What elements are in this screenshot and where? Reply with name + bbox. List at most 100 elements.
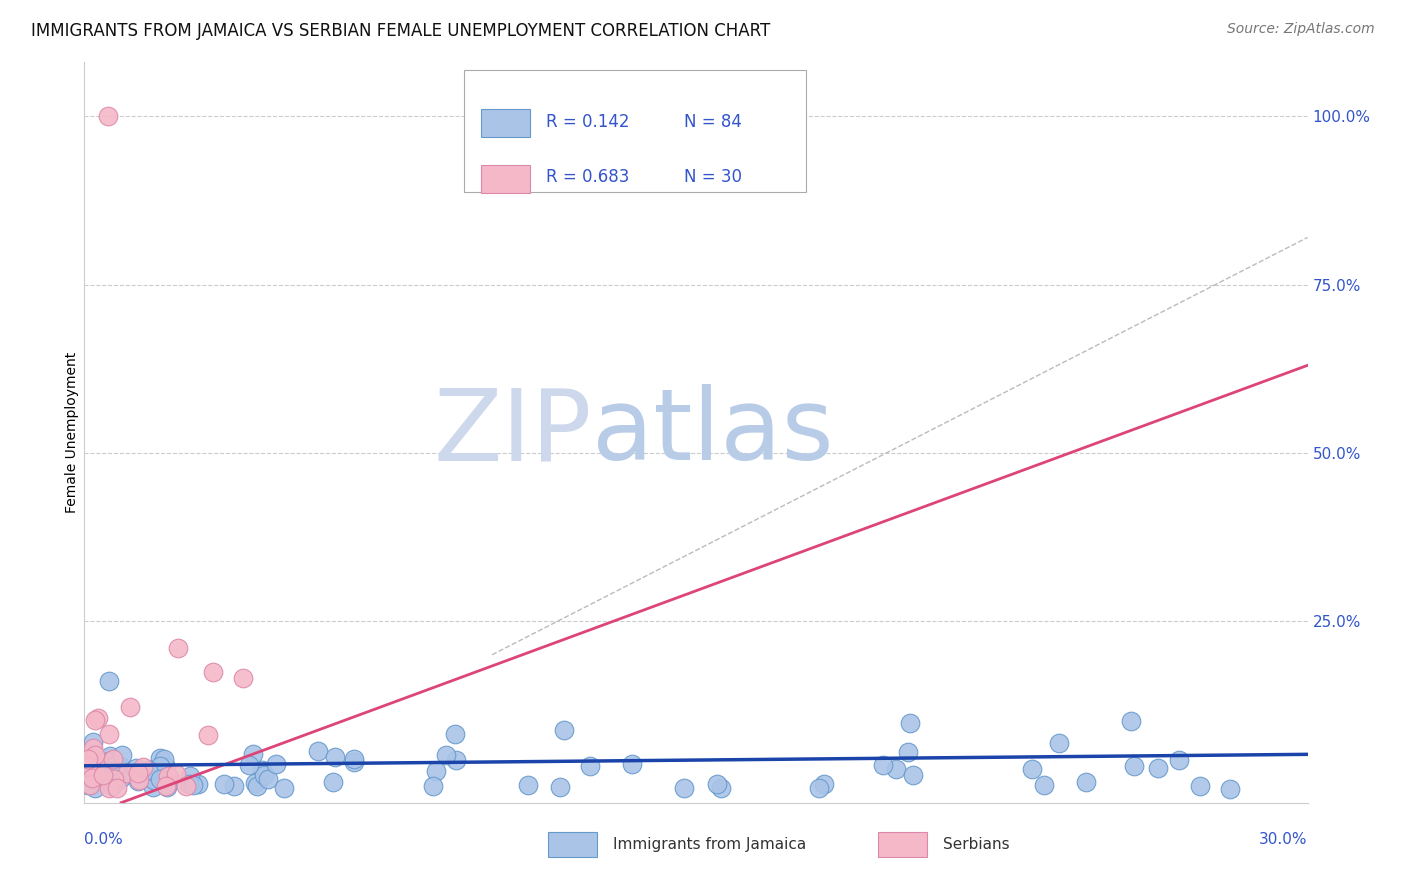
Point bbox=[98, 749, 121, 764]
Point bbox=[252, 763, 274, 777]
Point bbox=[232, 671, 254, 685]
Point bbox=[97, 109, 120, 123]
Point bbox=[1219, 782, 1241, 797]
Point bbox=[238, 757, 260, 772]
Point bbox=[77, 777, 100, 791]
Point bbox=[77, 758, 100, 772]
Point bbox=[77, 752, 100, 766]
Text: R = 0.142: R = 0.142 bbox=[546, 112, 628, 130]
Text: Serbians: Serbians bbox=[943, 837, 1010, 852]
Point bbox=[901, 768, 924, 782]
Point bbox=[127, 774, 149, 789]
Point bbox=[139, 763, 162, 777]
Point bbox=[157, 770, 180, 784]
Point bbox=[138, 764, 160, 778]
Point bbox=[83, 771, 105, 785]
Point bbox=[105, 781, 128, 796]
Point bbox=[97, 727, 120, 741]
Point bbox=[120, 700, 142, 714]
Point bbox=[579, 759, 602, 773]
Point bbox=[343, 755, 366, 769]
Point bbox=[155, 760, 177, 774]
Point bbox=[100, 780, 122, 794]
Point bbox=[672, 780, 695, 795]
Point bbox=[242, 747, 264, 761]
Point bbox=[872, 757, 894, 772]
Point bbox=[444, 726, 467, 740]
Point bbox=[245, 776, 267, 790]
Point bbox=[124, 761, 146, 775]
Point bbox=[222, 779, 245, 793]
Point bbox=[516, 778, 538, 792]
Point bbox=[155, 779, 177, 793]
Point bbox=[77, 766, 100, 780]
Point bbox=[104, 757, 127, 772]
Point bbox=[111, 747, 134, 762]
Text: N = 30: N = 30 bbox=[683, 169, 742, 186]
Point bbox=[103, 763, 125, 777]
Point bbox=[1123, 759, 1146, 773]
Point bbox=[89, 756, 111, 771]
Point bbox=[149, 772, 172, 786]
Point bbox=[142, 780, 165, 794]
Text: atlas: atlas bbox=[592, 384, 834, 481]
Point bbox=[1167, 754, 1189, 768]
Point bbox=[1032, 779, 1054, 793]
Point bbox=[156, 769, 179, 783]
Point bbox=[82, 741, 104, 756]
Point bbox=[101, 752, 124, 766]
Point bbox=[884, 762, 907, 776]
Point bbox=[900, 715, 922, 730]
Point bbox=[214, 777, 236, 791]
Point bbox=[253, 768, 276, 782]
Point bbox=[1188, 779, 1211, 793]
Point bbox=[710, 780, 733, 795]
Point bbox=[807, 780, 830, 795]
Point bbox=[82, 772, 104, 786]
Point bbox=[197, 728, 219, 742]
Point bbox=[273, 780, 295, 795]
Point bbox=[83, 767, 105, 781]
Point bbox=[77, 773, 100, 788]
FancyBboxPatch shape bbox=[548, 831, 598, 857]
Point bbox=[108, 772, 131, 786]
Point bbox=[97, 754, 120, 768]
Text: 0.0%: 0.0% bbox=[84, 832, 124, 847]
Point bbox=[434, 747, 457, 762]
Point bbox=[307, 744, 329, 758]
Point bbox=[115, 765, 138, 780]
Point bbox=[183, 778, 205, 792]
Point bbox=[91, 768, 114, 782]
Point bbox=[1146, 761, 1168, 775]
FancyBboxPatch shape bbox=[481, 165, 530, 193]
Point bbox=[86, 752, 108, 766]
Point bbox=[79, 778, 101, 792]
Point bbox=[202, 665, 225, 679]
Point bbox=[266, 757, 288, 772]
Text: N = 84: N = 84 bbox=[683, 112, 741, 130]
Point bbox=[87, 711, 110, 725]
Point bbox=[553, 723, 575, 737]
Point bbox=[83, 747, 105, 762]
Point bbox=[132, 760, 155, 774]
Text: Source: ZipAtlas.com: Source: ZipAtlas.com bbox=[1227, 22, 1375, 37]
Point bbox=[1074, 774, 1097, 789]
Point bbox=[103, 772, 125, 786]
Point bbox=[174, 779, 197, 793]
FancyBboxPatch shape bbox=[481, 109, 530, 137]
Point bbox=[177, 776, 200, 790]
Point bbox=[110, 758, 132, 772]
Point bbox=[425, 764, 447, 778]
FancyBboxPatch shape bbox=[464, 70, 806, 192]
Point bbox=[87, 770, 110, 784]
Point bbox=[77, 778, 100, 792]
Point bbox=[153, 752, 176, 766]
Y-axis label: Female Unemployment: Female Unemployment bbox=[65, 352, 79, 513]
Point bbox=[149, 758, 172, 772]
Point bbox=[77, 775, 100, 789]
Point bbox=[1047, 736, 1070, 750]
Point bbox=[121, 766, 143, 780]
Point bbox=[1021, 763, 1043, 777]
Point bbox=[620, 756, 643, 771]
Point bbox=[97, 673, 120, 688]
